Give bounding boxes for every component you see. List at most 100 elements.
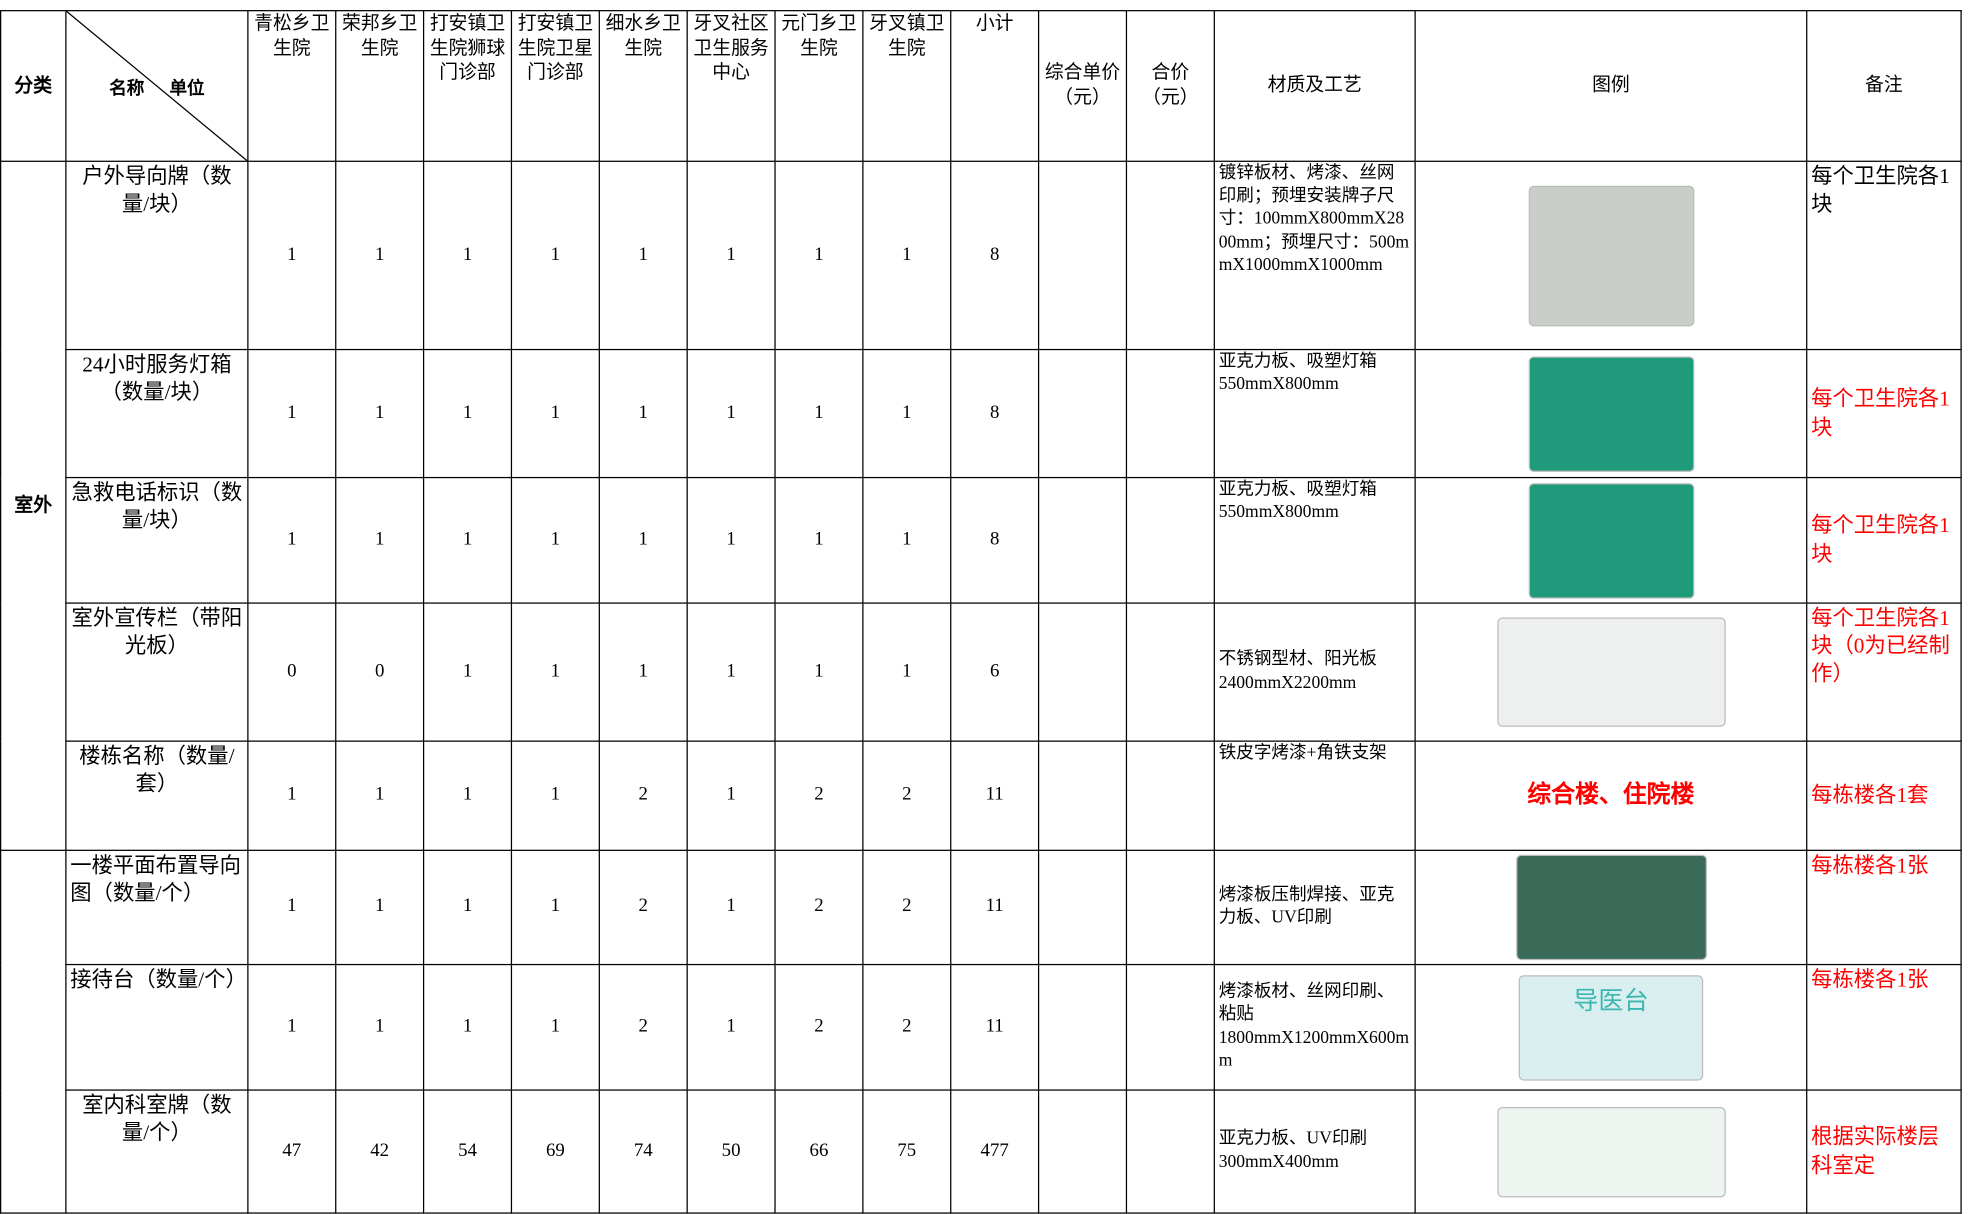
material: 镀锌板材、烤漆、丝网印刷；预埋安装牌子尺寸：100mmX800mmX2800mm… — [1213, 160, 1416, 351]
legend-image — [1528, 482, 1694, 599]
count: 69 — [510, 1089, 600, 1214]
legend-text: 导医台 — [1573, 987, 1649, 1015]
unit-price — [1037, 1089, 1128, 1214]
count: 1 — [422, 476, 513, 604]
legend — [1414, 348, 1808, 479]
legend-image: 导医台 — [1518, 974, 1704, 1081]
total-price — [1125, 849, 1215, 966]
legend — [1414, 602, 1808, 742]
legend-image — [1515, 854, 1707, 961]
material: 不锈钢型材、阳光板 2400mmX2200mm — [1213, 602, 1416, 742]
item-name: 户外导向牌（数量/块） — [65, 160, 249, 351]
count: 1 — [774, 476, 864, 604]
subtotal: 11 — [950, 849, 1040, 966]
count: 1 — [686, 602, 776, 742]
legend — [1414, 1089, 1808, 1214]
table: 分类 名称 单位 青松乡卫生院 荣邦乡卫生院 打安镇卫生院狮球门诊部 打安镇卫生院卫星门诊部… — [0, 10, 1962, 1214]
count: 1 — [510, 602, 600, 742]
count: 66 — [774, 1089, 864, 1214]
count: 1 — [774, 348, 864, 479]
category — [0, 849, 67, 1214]
remark: 每个卫生院各1块 — [1806, 348, 1962, 479]
total-price — [1125, 348, 1215, 479]
material: 亚克力板、吸塑灯箱 550mmX800mm — [1213, 476, 1416, 604]
item-name: 室外宣传栏（带阳光板） — [65, 602, 249, 742]
unit-price — [1037, 963, 1128, 1091]
legend-header: 图例 — [1414, 10, 1808, 162]
count: 1 — [247, 849, 337, 966]
count: 1 — [686, 348, 776, 479]
unit-header: 牙叉镇卫生院 — [862, 10, 952, 162]
subtotal: 8 — [950, 348, 1040, 479]
total-price-header: 合价（元） — [1125, 10, 1215, 162]
count: 1 — [422, 602, 513, 742]
material: 亚克力板、吸塑灯箱 550mmX800mm — [1213, 348, 1416, 479]
unit-price — [1037, 740, 1128, 851]
count: 2 — [598, 849, 688, 966]
count: 1 — [598, 160, 688, 351]
legend: 导医台 — [1414, 963, 1808, 1091]
unit-header: 打安镇卫生院卫星门诊部 — [510, 10, 600, 162]
count: 2 — [862, 849, 952, 966]
count: 50 — [686, 1089, 776, 1214]
subtotal: 11 — [950, 740, 1040, 851]
material: 亚克力板、UV印刷 300mmX400mm — [1213, 1089, 1416, 1214]
unit-price — [1037, 160, 1128, 351]
subtotal: 477 — [950, 1089, 1040, 1214]
count: 2 — [774, 963, 864, 1091]
unit-price — [1037, 602, 1128, 742]
unit-header: 元门乡卫生院 — [774, 10, 864, 162]
total-price — [1125, 602, 1215, 742]
legend — [1414, 849, 1808, 966]
item-name: 室内科室牌（数量/个） — [65, 1089, 249, 1214]
count: 1 — [510, 849, 600, 966]
header-name: 名称 — [109, 77, 145, 98]
count: 1 — [510, 963, 600, 1091]
remark: 每栋楼各1套 — [1806, 740, 1962, 851]
remark: 根据实际楼层科室定 — [1806, 1089, 1962, 1214]
count: 1 — [862, 476, 952, 604]
count: 1 — [422, 160, 513, 351]
count: 1 — [247, 348, 337, 479]
remark: 每个卫生院各1块 — [1806, 160, 1962, 351]
unit-price — [1037, 476, 1128, 604]
count: 1 — [598, 602, 688, 742]
item-name: 楼栋名称（数量/套） — [65, 740, 249, 851]
item-name: 急救电话标识（数量/块） — [65, 476, 249, 604]
item-name: 接待台（数量/个） — [65, 963, 249, 1091]
count: 54 — [422, 1089, 513, 1214]
material: 铁皮字烤漆+角铁支架 — [1213, 740, 1416, 851]
count: 1 — [510, 160, 600, 351]
total-price — [1125, 740, 1215, 851]
remark: 每个卫生院各1块 — [1806, 476, 1962, 604]
count: 1 — [686, 740, 776, 851]
subtotal: 8 — [950, 160, 1040, 351]
total-price — [1125, 963, 1215, 1091]
subtotal-header: 小计 — [950, 10, 1040, 162]
header-unit: 单位 — [169, 77, 205, 98]
legend — [1414, 476, 1808, 604]
count: 1 — [335, 348, 425, 479]
count: 1 — [510, 740, 600, 851]
count: 1 — [774, 160, 864, 351]
count: 1 — [686, 849, 776, 966]
unit-header: 打安镇卫生院狮球门诊部 — [422, 10, 513, 162]
count: 42 — [335, 1089, 425, 1214]
count: 1 — [862, 160, 952, 351]
count: 1 — [686, 963, 776, 1091]
legend-image — [1528, 355, 1694, 472]
count: 75 — [862, 1089, 952, 1214]
count: 2 — [598, 740, 688, 851]
unit-header: 细水乡卫生院 — [598, 10, 688, 162]
count: 1 — [247, 476, 337, 604]
legend-text: 综合楼、住院楼 — [1527, 781, 1695, 808]
count: 1 — [247, 740, 337, 851]
subtotal: 11 — [950, 963, 1040, 1091]
count: 1 — [422, 963, 513, 1091]
count: 1 — [335, 963, 425, 1091]
count: 1 — [510, 476, 600, 604]
unit-header: 青松乡卫生院 — [247, 10, 337, 162]
count: 0 — [247, 602, 337, 742]
remark: 每栋楼各1张 — [1806, 963, 1962, 1091]
